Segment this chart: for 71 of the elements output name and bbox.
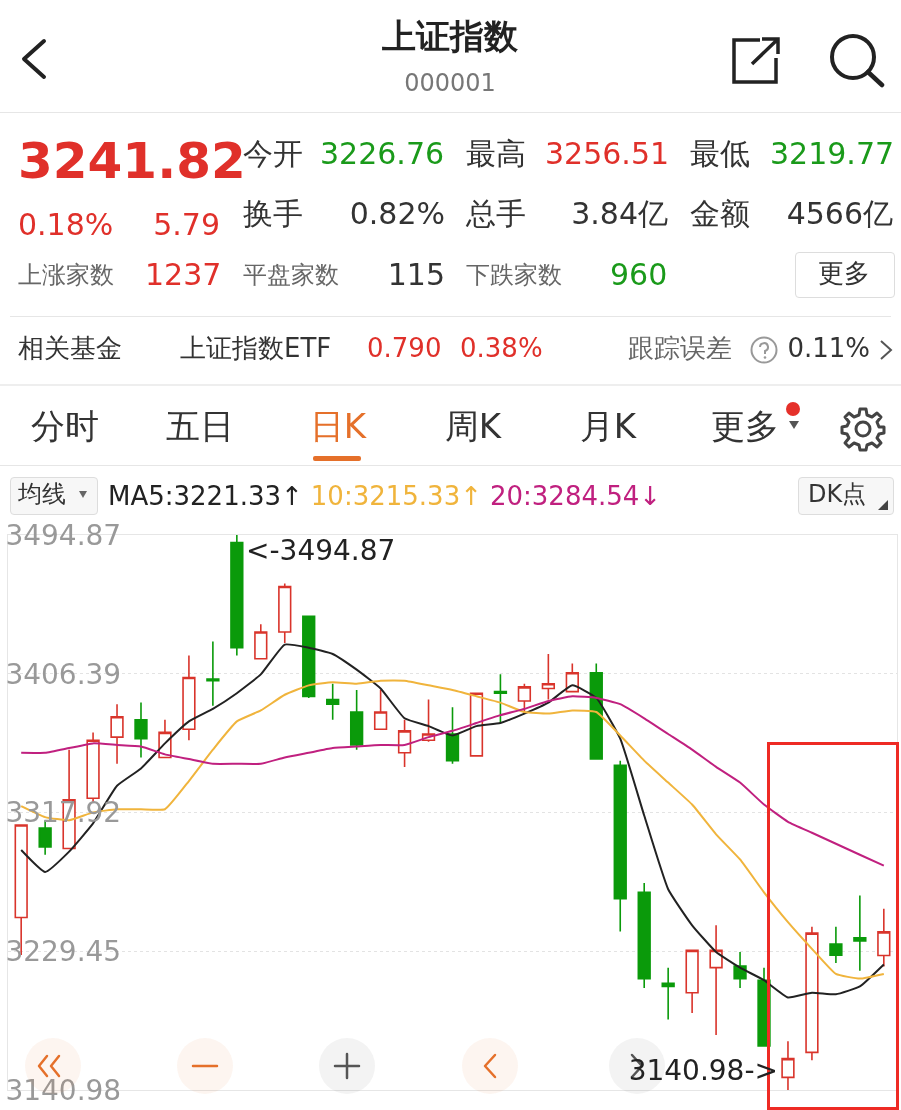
- candlestick: [805, 926, 819, 1061]
- text: 最高: [466, 135, 526, 171]
- text: 0.18%: [18, 206, 114, 242]
- text: 月K: [579, 406, 637, 447]
- candlestick: [829, 926, 843, 964]
- candlestick: [110, 703, 124, 765]
- y-tick-label: 3406.39: [5, 657, 122, 691]
- text: 3226.76: [320, 135, 445, 171]
- candlestick: [661, 966, 675, 1021]
- candlestick: [613, 759, 627, 933]
- text: 上涨家数: [18, 260, 114, 289]
- text: 相关基金: [18, 332, 122, 363]
- candlestick: [541, 653, 556, 701]
- text: 金额: [690, 195, 750, 231]
- text: 五日: [166, 406, 234, 447]
- chart-subtitle: 000001: [404, 68, 496, 97]
- text: 分时: [31, 406, 99, 447]
- candlestick: [230, 535, 244, 657]
- candlestick: [877, 908, 891, 968]
- text: 换手: [243, 195, 303, 231]
- text: 0.38%: [460, 332, 543, 363]
- text: 5.79: [153, 206, 220, 242]
- text: 上证指数ETF: [180, 332, 332, 363]
- candlestick: [373, 689, 388, 731]
- text: 平盘家数: [243, 260, 339, 289]
- text: 4566亿: [786, 195, 893, 231]
- text: 20:3284.54↓: [489, 481, 662, 511]
- text: 10:3215.33↑: [310, 481, 482, 511]
- candlestick: [781, 1040, 795, 1090]
- candlestick: [254, 623, 268, 660]
- text: 3219.77: [770, 135, 895, 171]
- text: 周K: [444, 406, 502, 447]
- text: 1237: [145, 256, 222, 292]
- text: 115: [387, 256, 445, 292]
- candlestick: [302, 615, 316, 699]
- candlestick: [733, 951, 747, 989]
- text: 下跌家数: [466, 260, 562, 289]
- text: 更多: [818, 257, 870, 288]
- candlestick: [685, 949, 699, 1014]
- text: 总手: [466, 195, 526, 231]
- candlestick: [589, 662, 603, 760]
- candlestick: [134, 701, 148, 759]
- candlestick: [278, 582, 292, 644]
- candlestick: [709, 924, 723, 1036]
- y-tick-label: 3229.45: [5, 935, 122, 969]
- text: 0.11%: [787, 332, 870, 363]
- text: 日K: [309, 406, 367, 447]
- annotation: <-3494.87: [246, 533, 396, 567]
- text: DK点: [808, 479, 867, 508]
- candlestick: [397, 719, 412, 768]
- text: 跟踪误差: [628, 332, 732, 363]
- text: 今开: [243, 135, 303, 171]
- text: 更多: [711, 406, 779, 447]
- text: 最低: [690, 135, 750, 171]
- candlestick: [853, 894, 867, 972]
- candlestick: [349, 689, 364, 751]
- candlestick: [493, 673, 508, 724]
- text: 0.790: [367, 332, 442, 363]
- text: MA5:3221.33↑: [108, 481, 303, 511]
- text: 960: [610, 256, 668, 292]
- y-tick-label: 3140.98: [5, 1073, 122, 1107]
- y-tick-label: 3494.87: [5, 518, 122, 552]
- candlestick: [326, 682, 340, 721]
- candlestick: [637, 882, 651, 989]
- text: 3256.51: [545, 135, 670, 171]
- text: 均线: [18, 479, 66, 508]
- text: 3.84亿: [571, 195, 668, 231]
- text: 0.82%: [349, 195, 445, 231]
- candlestick: [206, 640, 220, 707]
- candlestick: [182, 654, 196, 742]
- chart-title: 上证指数: [382, 16, 518, 57]
